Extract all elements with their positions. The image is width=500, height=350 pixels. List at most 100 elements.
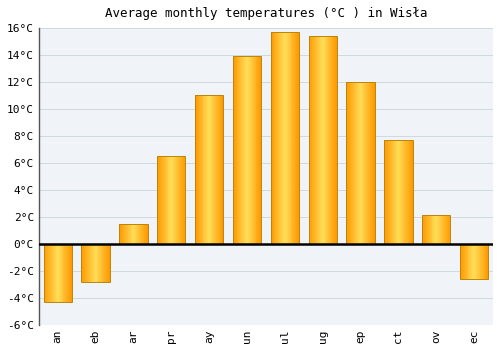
- Bar: [218, 96, 220, 244]
- Bar: [66, 244, 67, 302]
- Bar: [86, 244, 87, 281]
- Bar: [473, 244, 474, 279]
- Bar: [184, 156, 186, 244]
- Bar: [51, 244, 52, 302]
- Bar: [181, 156, 182, 244]
- Bar: [132, 224, 134, 244]
- Bar: [215, 96, 216, 244]
- Bar: [443, 216, 444, 244]
- Bar: [250, 56, 251, 244]
- Bar: [385, 140, 386, 244]
- Bar: [158, 156, 159, 244]
- Bar: [387, 140, 388, 244]
- Bar: [426, 216, 427, 244]
- Bar: [120, 224, 121, 244]
- Bar: [55, 244, 56, 302]
- Bar: [71, 244, 72, 302]
- Bar: [286, 32, 287, 244]
- Bar: [204, 96, 206, 244]
- Bar: [461, 244, 462, 279]
- Bar: [358, 82, 360, 244]
- Bar: [442, 216, 443, 244]
- Bar: [348, 82, 349, 244]
- Bar: [102, 244, 103, 281]
- Bar: [486, 244, 488, 279]
- Bar: [351, 82, 352, 244]
- Bar: [161, 156, 162, 244]
- Bar: [388, 140, 389, 244]
- Bar: [282, 32, 283, 244]
- Bar: [216, 96, 218, 244]
- Bar: [159, 156, 160, 244]
- Bar: [298, 32, 299, 244]
- Bar: [290, 32, 292, 244]
- Bar: [372, 82, 373, 244]
- Bar: [440, 216, 441, 244]
- Bar: [317, 36, 318, 244]
- Bar: [424, 216, 425, 244]
- Bar: [408, 140, 409, 244]
- Bar: [141, 224, 142, 244]
- Bar: [46, 244, 48, 302]
- Bar: [82, 244, 84, 281]
- Bar: [196, 96, 197, 244]
- Bar: [352, 82, 353, 244]
- Bar: [88, 244, 89, 281]
- Bar: [136, 224, 137, 244]
- Bar: [274, 32, 276, 244]
- Bar: [234, 56, 236, 244]
- Bar: [254, 56, 256, 244]
- Bar: [404, 140, 405, 244]
- Bar: [64, 244, 66, 302]
- Bar: [96, 244, 98, 281]
- Bar: [438, 216, 439, 244]
- Bar: [170, 156, 172, 244]
- Bar: [68, 244, 69, 302]
- Bar: [258, 56, 260, 244]
- Bar: [460, 244, 488, 279]
- Bar: [172, 156, 173, 244]
- Bar: [400, 140, 402, 244]
- Bar: [364, 82, 366, 244]
- Bar: [247, 56, 248, 244]
- Bar: [270, 32, 272, 244]
- Bar: [390, 140, 391, 244]
- Bar: [143, 224, 144, 244]
- Bar: [350, 82, 351, 244]
- Bar: [142, 224, 143, 244]
- Bar: [357, 82, 358, 244]
- Bar: [198, 96, 200, 244]
- Bar: [288, 32, 290, 244]
- Bar: [292, 32, 294, 244]
- Bar: [214, 96, 215, 244]
- Bar: [462, 244, 463, 279]
- Bar: [98, 244, 100, 281]
- Bar: [287, 32, 288, 244]
- Bar: [464, 244, 466, 279]
- Bar: [479, 244, 480, 279]
- Bar: [109, 244, 110, 281]
- Bar: [484, 244, 486, 279]
- Bar: [92, 244, 94, 281]
- Bar: [312, 36, 313, 244]
- Bar: [373, 82, 374, 244]
- Bar: [362, 82, 364, 244]
- Bar: [256, 56, 258, 244]
- Bar: [57, 244, 58, 302]
- Bar: [82, 244, 110, 281]
- Bar: [276, 32, 278, 244]
- Bar: [174, 156, 175, 244]
- Bar: [124, 224, 125, 244]
- Bar: [125, 224, 126, 244]
- Bar: [104, 244, 105, 281]
- Bar: [60, 244, 62, 302]
- Bar: [127, 224, 128, 244]
- Bar: [242, 56, 243, 244]
- Bar: [166, 156, 168, 244]
- Bar: [137, 224, 138, 244]
- Bar: [240, 56, 242, 244]
- Bar: [202, 96, 203, 244]
- Bar: [445, 216, 446, 244]
- Bar: [212, 96, 213, 244]
- Bar: [106, 244, 107, 281]
